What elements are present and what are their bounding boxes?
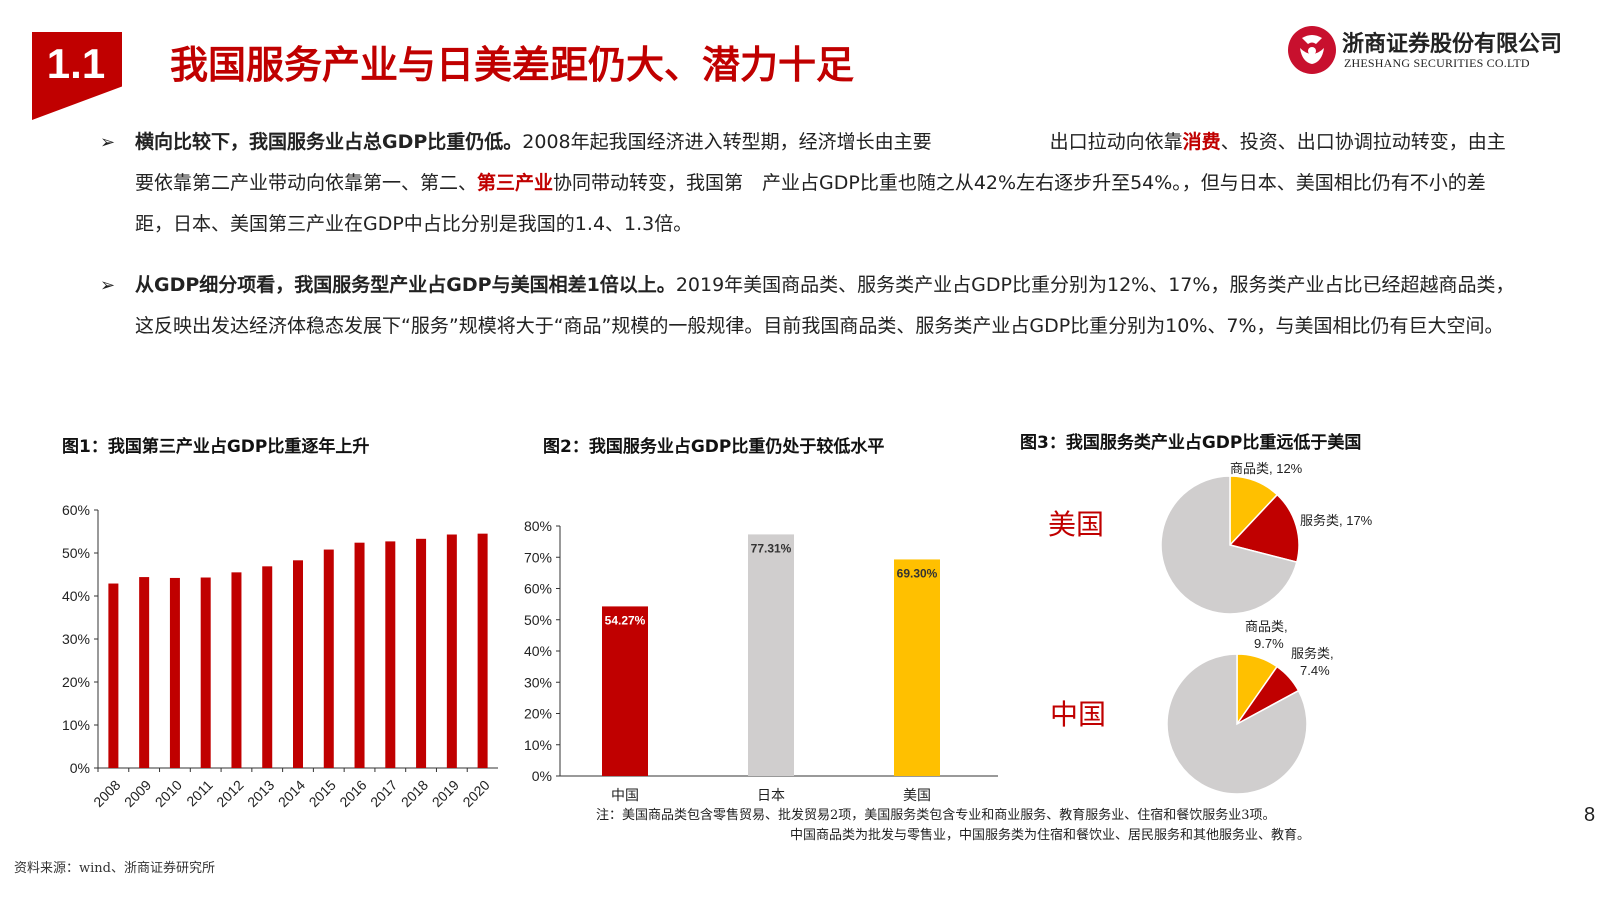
bullet-1-text-b: 出口拉动向依靠 [1049,131,1183,153]
x-tick-label: 2020 [459,777,492,810]
x-tick-label: 2010 [152,777,185,810]
bullet-marker: ➢ [100,275,116,296]
x-tick-label: 2016 [336,777,369,810]
pie-label-cn-services-2: 7.4% [1300,663,1330,678]
chart-service-share-compare: 0% 10% 20% 30% 40% 50% 60% 70% 80% 54.27% 中国 77.31%… [524,518,998,803]
bar-2017 [385,541,396,768]
bar-2012 [231,572,242,768]
x-tick-label: 2017 [367,777,400,810]
bar-2015 [323,549,334,768]
note-line-1: 注：美国商品类包含零售贸易、批发贸易2项，美国服务类包含专业和商业服务、教育服务… [596,808,1276,823]
y-tick-label: 40% [62,588,90,604]
bullet-paragraph-2: 从GDP细分项看，我国服务型产业占GDP与美国相差1倍以上。2019年美国商品类… [135,265,1515,347]
x-tick-label: 2013 [244,777,277,810]
data-label: 77.31% [751,541,792,555]
x-tick-label: 2014 [275,777,308,810]
bar-2019 [446,534,457,768]
note-line-2: 中国商品类为批发与零售业，中国服务类为住宿和餐饮业、居民服务和其他服务业、教育。 [790,828,1311,843]
bar-2009 [139,577,150,768]
highlight-consumption: 消费 [1182,131,1221,153]
x-tick-label: 日本 [757,787,785,803]
y-tick-label: 20% [524,706,552,722]
y-tick-label: 40% [524,643,552,659]
bar-日本 [748,534,794,776]
page-number: 8 [1584,804,1596,826]
data-label: 54.27% [605,613,646,627]
bar-2014 [293,560,303,768]
bar-2013 [262,566,273,768]
section-number: 1.1 [46,40,106,87]
bar-中国 [602,606,648,776]
pie-label-cn: 中国 [1050,698,1107,731]
x-tick-label: 2012 [213,777,246,810]
bullet-1-bold: 横向比较下，我国服务业占总GDP比重仍低。 [135,131,523,153]
y-tick-label: 0% [70,760,90,776]
y-tick-label: 50% [62,545,90,561]
y-tick-label: 70% [524,549,552,565]
bar-2020 [477,533,488,768]
bullet-1-text-c: 、投资、出口协调拉动转变，由主要依靠第二产业带动向依靠第一、第二、 [135,131,1506,194]
bullet-2-text: 2019年美国商品类、服务类产业占GDP比重分别为12%、17%，服务类产业占比… [135,274,1515,337]
x-tick-label: 2009 [121,777,154,810]
y-tick-label: 0% [532,768,552,784]
pie-label-cn-goods-2: 9.7% [1254,636,1284,651]
bullet-1-text-a: 2008年起我国经济进入转型期，经济增长由主要 [522,131,932,153]
company-name-cn: 浙商证券股份有限公司 [1342,31,1563,57]
data-source: 资料来源：wind、浙商证券研究所 [14,861,215,876]
y-tick-label: 10% [62,717,90,733]
chart-pie-compare: 商品类, 12% 服务类, 17% 商品类, 9.7% 服务类, 7.4% [1160,461,1373,795]
bullet-paragraph-1: 横向比较下，我国服务业占总GDP比重仍低。2008年起我国经济进入转型期，经济增… [135,122,1515,245]
x-tick-label: 2008 [90,777,123,810]
bar-美国 [894,559,940,776]
pie-label-us-services: 服务类, 17% [1300,513,1373,528]
y-tick-label: 20% [62,674,90,690]
bar-2010 [169,577,180,768]
x-tick-label: 2015 [306,777,339,810]
y-tick-label: 30% [524,674,552,690]
x-tick-label: 2011 [183,777,216,810]
pie-slice-us-2 [1160,475,1298,615]
pie-label-cn-goods-1: 商品类, [1245,619,1288,634]
x-tick-label: 2018 [398,777,431,810]
bar-2008 [108,583,119,768]
data-label: 69.30% [897,566,938,580]
y-tick-label: 60% [524,581,552,597]
pie-label-us-goods: 商品类, 12% [1230,461,1303,476]
chart-tertiary-share: 0% 10% 20% 30% 40% 50% 60% 20082009201020112012… [62,502,498,810]
y-tick-label: 60% [62,502,90,518]
pie-slice-cn-2 [1166,653,1308,795]
zheshang-logo-icon [1288,26,1336,74]
pie-label-cn-services-1: 服务类, [1291,646,1334,661]
fig1-title: 图1：我国第三产业占GDP比重逐年上升 [62,437,370,457]
pie-label-us: 美国 [1048,508,1105,541]
slide-title: 我国服务产业与日美差距仍大、潜力十足 [170,43,855,87]
y-tick-label: 80% [524,518,552,534]
x-tick-label: 美国 [903,787,931,803]
bar-2018 [416,538,427,768]
x-tick-label: 中国 [611,787,639,803]
y-tick-label: 50% [524,612,552,628]
bullet-2-bold: 从GDP细分项看，我国服务型产业占GDP与美国相差1倍以上。 [135,274,676,296]
fig2-title: 图2：我国服务业占GDP比重仍处于较低水平 [543,437,885,457]
highlight-tertiary: 第三产业 [477,172,554,194]
bullet-1-text-d: 协同带动转变，我国第 产业占GDP比重也随之从42%左右逐步升至54%。，但与日… [135,172,1486,235]
pie-slice-us-1 [1228,493,1300,564]
y-tick-label: 10% [524,737,552,753]
x-tick-label: 2019 [429,777,462,810]
company-name-en: ZHESHANG SECURITIES CO.LTD [1344,56,1530,70]
bar-2011 [200,577,211,768]
fig3-title: 图3：我国服务类产业占GDP比重远低于美国 [1020,433,1362,453]
y-tick-label: 30% [62,631,90,647]
bullet-marker: ➢ [100,132,116,153]
bar-2016 [354,542,365,768]
